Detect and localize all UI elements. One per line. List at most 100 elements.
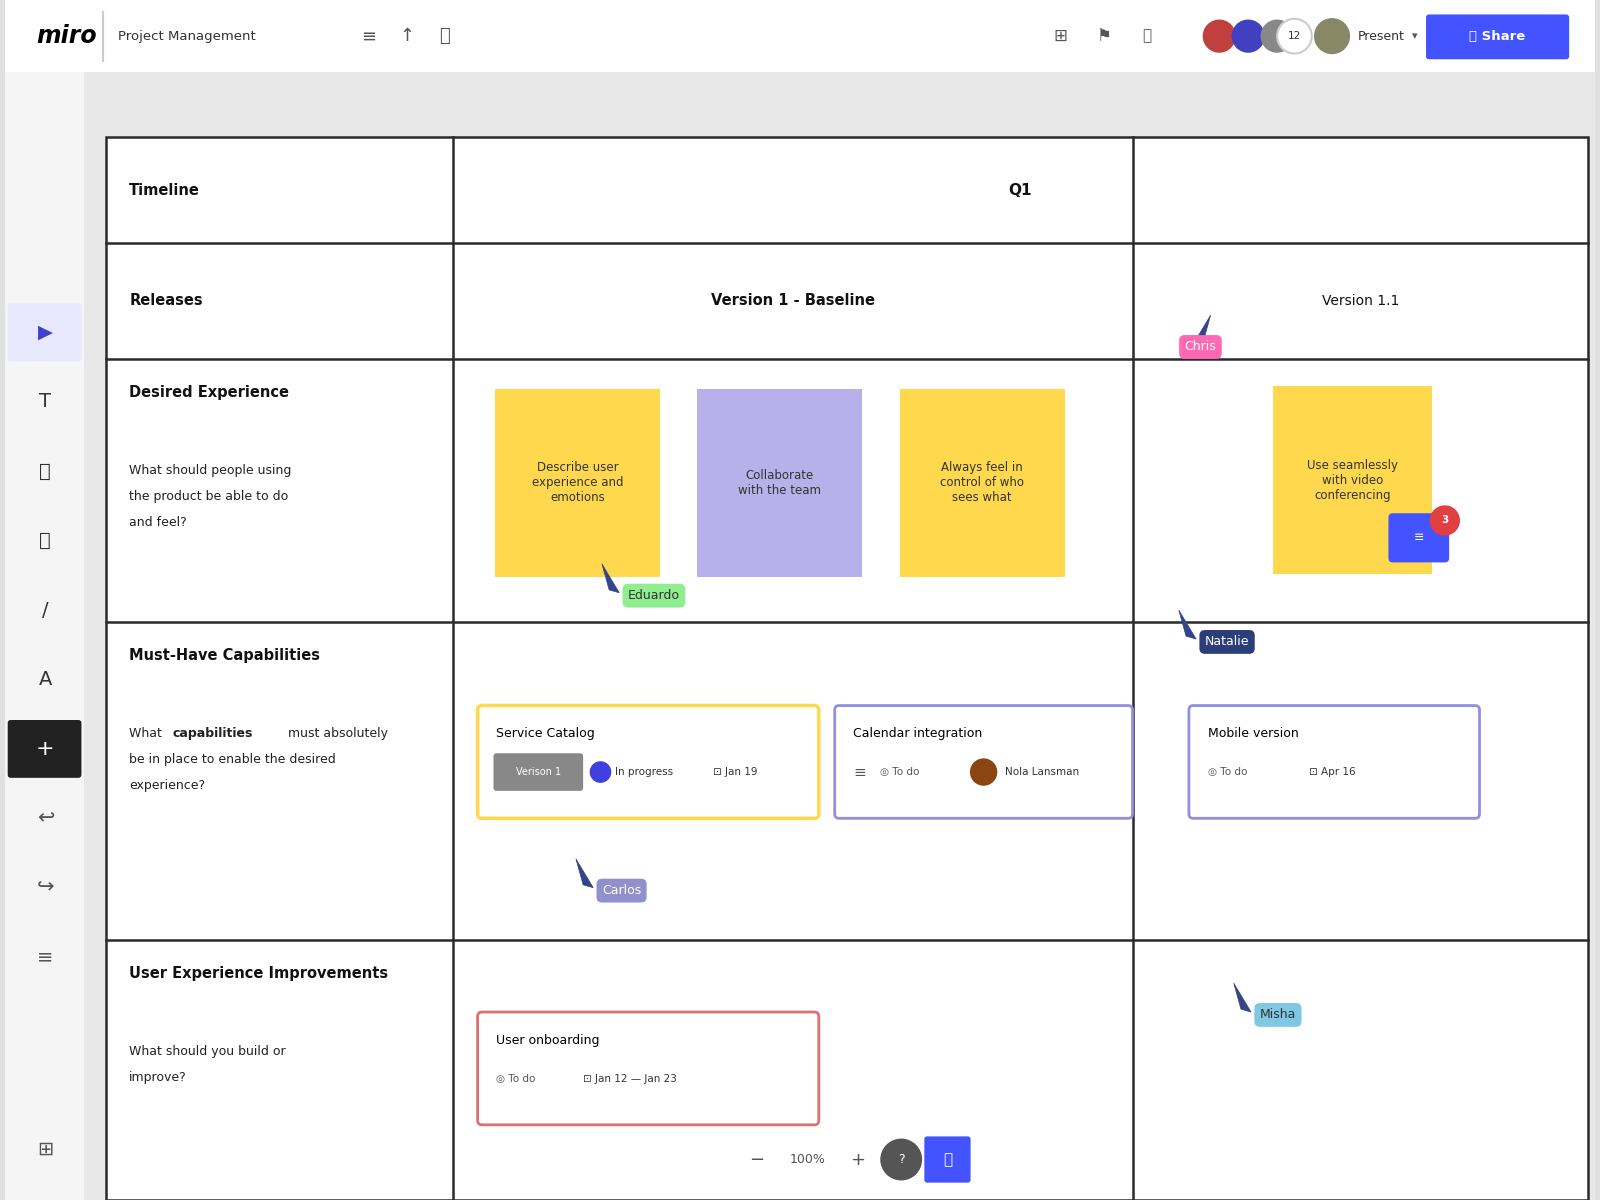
Text: Desired Experience: Desired Experience bbox=[130, 384, 290, 400]
Text: A: A bbox=[38, 670, 51, 689]
Text: Q1: Q1 bbox=[1008, 182, 1032, 198]
Text: Project Management: Project Management bbox=[117, 30, 256, 43]
Text: 12: 12 bbox=[1288, 31, 1301, 41]
Circle shape bbox=[1315, 19, 1349, 54]
Polygon shape bbox=[602, 564, 619, 593]
Text: What should people using: What should people using bbox=[130, 464, 291, 478]
FancyBboxPatch shape bbox=[8, 720, 82, 778]
Text: Collaborate
with the team: Collaborate with the team bbox=[738, 469, 821, 497]
FancyBboxPatch shape bbox=[1272, 386, 1432, 574]
Text: Calendar integration: Calendar integration bbox=[853, 727, 982, 740]
Text: be in place to enable the desired: be in place to enable the desired bbox=[130, 754, 336, 767]
Circle shape bbox=[971, 760, 997, 785]
Text: ⌕: ⌕ bbox=[438, 28, 450, 46]
Text: ⊡ Jan 12 — Jan 23: ⊡ Jan 12 — Jan 23 bbox=[582, 1074, 677, 1084]
Text: 🎉: 🎉 bbox=[1142, 29, 1152, 43]
Text: capabilities: capabilities bbox=[173, 727, 253, 740]
FancyBboxPatch shape bbox=[5, 72, 85, 1200]
Text: Service Catalog: Service Catalog bbox=[496, 727, 595, 740]
Text: ◎ To do: ◎ To do bbox=[496, 1074, 536, 1084]
Text: Eduardo: Eduardo bbox=[627, 589, 680, 602]
FancyBboxPatch shape bbox=[698, 389, 862, 577]
FancyBboxPatch shape bbox=[106, 137, 1587, 1200]
Text: /: / bbox=[42, 601, 48, 619]
Polygon shape bbox=[1194, 316, 1211, 344]
Text: Present: Present bbox=[1358, 30, 1405, 43]
Text: must absolutely: must absolutely bbox=[283, 727, 387, 740]
Text: T: T bbox=[40, 392, 51, 412]
FancyBboxPatch shape bbox=[899, 389, 1064, 577]
Text: ⊡ Apr 16: ⊡ Apr 16 bbox=[1309, 767, 1355, 778]
Text: Use seamlessly
with video
conferencing: Use seamlessly with video conferencing bbox=[1307, 458, 1398, 502]
FancyBboxPatch shape bbox=[477, 706, 819, 818]
Text: Version 1 - Baseline: Version 1 - Baseline bbox=[710, 293, 875, 308]
Text: ≡: ≡ bbox=[1413, 532, 1424, 545]
Circle shape bbox=[1261, 20, 1293, 52]
Text: Nola Lansman: Nola Lansman bbox=[1005, 767, 1080, 778]
Text: What: What bbox=[130, 727, 166, 740]
Text: What should you build or: What should you build or bbox=[130, 1045, 286, 1058]
Text: Timeline: Timeline bbox=[130, 182, 200, 198]
Text: ⊡ Jan 19: ⊡ Jan 19 bbox=[714, 767, 758, 778]
Text: ⌖: ⌖ bbox=[40, 532, 51, 551]
Text: ≡: ≡ bbox=[37, 948, 53, 967]
Text: Must-Have Capabilities: Must-Have Capabilities bbox=[130, 648, 320, 662]
Text: ≡: ≡ bbox=[853, 764, 866, 780]
Text: ↪: ↪ bbox=[37, 877, 54, 898]
Text: and feel?: and feel? bbox=[130, 516, 187, 529]
Text: ?: ? bbox=[898, 1153, 904, 1166]
Text: improve?: improve? bbox=[130, 1072, 187, 1085]
Text: Chris: Chris bbox=[1184, 341, 1216, 354]
Text: the product be able to do: the product be able to do bbox=[130, 490, 288, 503]
Text: ↩: ↩ bbox=[37, 809, 54, 828]
FancyBboxPatch shape bbox=[494, 389, 659, 577]
Polygon shape bbox=[576, 859, 594, 888]
Text: experience?: experience? bbox=[130, 779, 205, 792]
Circle shape bbox=[1430, 506, 1459, 535]
Text: ⬜: ⬜ bbox=[40, 462, 51, 481]
FancyBboxPatch shape bbox=[477, 1012, 819, 1124]
Text: Verison 1: Verison 1 bbox=[515, 767, 562, 778]
Text: ⚑: ⚑ bbox=[1096, 28, 1110, 46]
FancyBboxPatch shape bbox=[835, 706, 1133, 818]
Circle shape bbox=[590, 762, 611, 782]
Text: miro: miro bbox=[37, 24, 98, 48]
FancyBboxPatch shape bbox=[1389, 514, 1450, 563]
Text: Misha: Misha bbox=[1259, 1008, 1296, 1021]
Text: Natalie: Natalie bbox=[1205, 636, 1250, 648]
Circle shape bbox=[1277, 19, 1312, 54]
Text: ▾: ▾ bbox=[1411, 31, 1418, 41]
Text: User Experience Improvements: User Experience Improvements bbox=[130, 966, 389, 980]
Text: Releases: Releases bbox=[130, 293, 203, 308]
FancyBboxPatch shape bbox=[925, 1136, 971, 1183]
Polygon shape bbox=[1179, 610, 1197, 640]
Text: 3: 3 bbox=[1442, 516, 1448, 526]
FancyBboxPatch shape bbox=[5, 0, 1595, 72]
Text: Mobile version: Mobile version bbox=[1208, 727, 1299, 740]
Text: ↑: ↑ bbox=[398, 28, 414, 46]
Polygon shape bbox=[1234, 983, 1251, 1012]
Text: ⤢: ⤢ bbox=[942, 1152, 952, 1168]
Text: ⊞: ⊞ bbox=[1053, 28, 1067, 46]
Text: ≡: ≡ bbox=[362, 28, 376, 46]
FancyBboxPatch shape bbox=[493, 754, 582, 791]
Text: ◎ To do: ◎ To do bbox=[1208, 767, 1246, 778]
Text: 👤 Share: 👤 Share bbox=[1469, 30, 1525, 43]
Text: In progress: In progress bbox=[614, 767, 674, 778]
Circle shape bbox=[1232, 20, 1264, 52]
Text: ⊞: ⊞ bbox=[37, 1140, 53, 1159]
Text: +: + bbox=[35, 739, 54, 758]
Text: User onboarding: User onboarding bbox=[496, 1033, 600, 1046]
Circle shape bbox=[1203, 20, 1235, 52]
FancyBboxPatch shape bbox=[5, 0, 1595, 1200]
FancyBboxPatch shape bbox=[8, 304, 82, 361]
Text: +: + bbox=[850, 1151, 866, 1169]
Text: ▶: ▶ bbox=[38, 323, 53, 342]
Text: Carlos: Carlos bbox=[602, 884, 642, 898]
Text: Describe user
experience and
emotions: Describe user experience and emotions bbox=[531, 461, 622, 504]
FancyBboxPatch shape bbox=[1189, 706, 1480, 818]
FancyBboxPatch shape bbox=[1426, 14, 1570, 59]
Text: ◎ To do: ◎ To do bbox=[880, 767, 918, 778]
Text: Always feel in
control of who
sees what: Always feel in control of who sees what bbox=[941, 461, 1024, 504]
Text: Version 1.1: Version 1.1 bbox=[1322, 294, 1398, 307]
